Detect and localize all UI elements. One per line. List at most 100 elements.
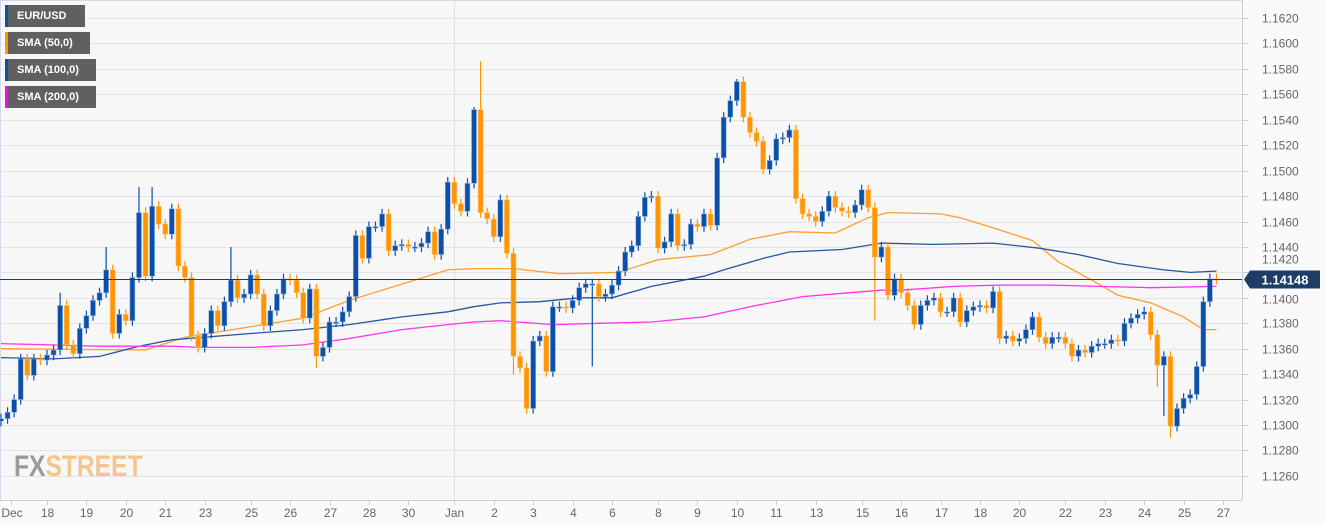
candle — [372, 221, 379, 232]
y-tick-label: 1.1280 — [1262, 444, 1299, 458]
candle — [1174, 403, 1180, 432]
candle-body — [569, 300, 576, 309]
candle-body — [418, 242, 425, 248]
candle — [556, 301, 563, 312]
candle-body — [326, 321, 333, 348]
candle — [970, 301, 977, 316]
candle — [602, 288, 609, 302]
candle-body — [444, 181, 451, 230]
y-tick-label: 1.1520 — [1262, 139, 1299, 153]
candle-body — [714, 157, 720, 226]
candle — [1147, 306, 1154, 340]
candle-body — [70, 344, 77, 355]
candle — [90, 295, 96, 321]
candle — [11, 394, 17, 418]
legend-color-swatch — [5, 5, 8, 27]
candle-body — [1121, 322, 1128, 342]
candle-body — [201, 333, 208, 348]
x-tick-label: 25 — [1178, 506, 1192, 520]
candle-body — [188, 277, 195, 337]
candle-body — [497, 199, 504, 238]
candle-body — [872, 207, 878, 258]
candle — [109, 264, 116, 339]
candle-body — [1069, 343, 1075, 357]
candle — [510, 248, 517, 375]
candle-body — [169, 208, 175, 235]
y-tick-label: 1.1260 — [1262, 470, 1299, 484]
candle — [1003, 330, 1010, 344]
candle-body — [602, 293, 609, 297]
candle-body — [241, 293, 247, 299]
candle — [523, 362, 530, 414]
candle — [1029, 311, 1036, 335]
candle — [720, 112, 727, 164]
candle-body — [50, 349, 57, 356]
candle — [615, 266, 622, 291]
candle-body — [1187, 394, 1193, 399]
candle — [471, 107, 477, 189]
legend-label: EUR/USD — [17, 10, 67, 22]
candle — [1108, 334, 1115, 349]
candle-body — [681, 244, 688, 247]
candle — [812, 211, 819, 227]
candle-body — [550, 306, 556, 372]
x-tick-label: 27 — [324, 506, 338, 520]
candle-body — [845, 211, 852, 214]
candle — [1009, 330, 1016, 347]
candle-body — [96, 292, 103, 301]
legend-eurusd[interactable]: EUR/USD — [5, 5, 85, 27]
candle-body — [694, 223, 701, 227]
candle-body — [149, 205, 155, 277]
candle-body — [215, 310, 221, 327]
x-tick-label: 4 — [570, 506, 577, 520]
candle-body — [1134, 314, 1141, 319]
candle-body — [208, 310, 215, 334]
candle-body — [471, 109, 477, 184]
legend-sma-100[interactable]: SMA (100,0) — [5, 59, 96, 81]
candle-body — [799, 198, 806, 215]
candle — [201, 328, 208, 353]
candle-body — [819, 211, 826, 222]
last-price-label: 1.14148 — [1262, 273, 1309, 288]
candle-body — [477, 109, 484, 213]
candle-body — [77, 328, 83, 355]
x-tick-label: 23 — [199, 506, 213, 520]
candle — [241, 288, 247, 303]
candle — [37, 353, 44, 366]
candle — [300, 287, 307, 324]
candle-body — [103, 269, 109, 294]
candle — [1134, 309, 1141, 324]
candle-body — [530, 340, 536, 409]
x-tick-label: 13 — [810, 506, 824, 520]
y-tick-label: 1.1460 — [1262, 216, 1299, 230]
x-tick-label: 25 — [245, 506, 259, 520]
candle-body — [826, 195, 832, 212]
candle — [753, 127, 760, 147]
candle — [655, 190, 661, 254]
candle — [1101, 338, 1108, 349]
candle-body — [195, 335, 201, 348]
candle-body — [924, 300, 931, 306]
y-tick-label: 1.1580 — [1262, 63, 1299, 77]
candle-body — [576, 287, 582, 301]
candle — [628, 240, 635, 258]
candle — [116, 309, 123, 339]
candle-body — [740, 81, 747, 118]
candle — [385, 208, 392, 256]
candle — [267, 305, 274, 331]
legend-sma-50[interactable]: SMA (50,0) — [5, 32, 90, 54]
candle-body — [931, 297, 937, 301]
candle-body — [1036, 316, 1042, 338]
candle — [0, 413, 4, 427]
legend-sma-200[interactable]: SMA (200,0) — [5, 86, 96, 108]
candle-body — [17, 358, 24, 400]
candle-body — [142, 212, 149, 277]
candle-body — [1180, 398, 1187, 409]
candle-body — [635, 216, 642, 246]
candle — [1167, 351, 1174, 438]
candle-body — [937, 297, 944, 313]
x-tick-label: 6 — [609, 506, 616, 520]
x-tick-label: 8 — [655, 506, 662, 520]
candle-body — [701, 213, 707, 227]
candle-body — [582, 283, 589, 288]
